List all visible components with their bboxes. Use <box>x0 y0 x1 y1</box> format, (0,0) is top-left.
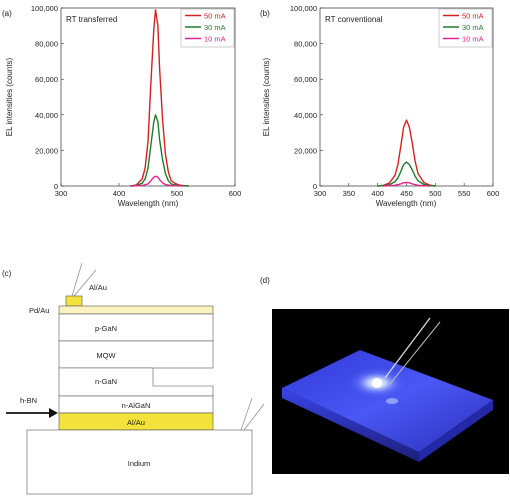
label-n-gan: n-GaN <box>95 377 117 386</box>
chart-b-xtick-label: 350 <box>343 189 356 198</box>
chart-a-xtick-label: 300 <box>55 189 68 198</box>
substrate-indium <box>26 429 253 495</box>
chart-b-ylabel: EL intensities (counts) <box>262 57 271 136</box>
chart-a-ytick-label: 20,000 <box>35 146 58 155</box>
chart-a-ytick-label: 100,000 <box>31 4 58 13</box>
label-al-au-top: Al/Au <box>89 283 107 292</box>
probe-needle-bottom-a <box>240 397 253 431</box>
emission-spot <box>372 378 382 388</box>
chart-b-legend-entry: 10 mA <box>462 35 484 44</box>
chart-b-xtick-label: 450 <box>400 189 413 198</box>
chart-b-xtick-label: 400 <box>371 189 384 198</box>
chart-a-legend-entry: 50 mA <box>204 12 226 21</box>
chart-a-xtick-label: 500 <box>171 189 184 198</box>
chart-a-xtick-label: 400 <box>113 189 126 198</box>
photo-probe-needle-a <box>384 317 431 379</box>
label-n-algan: n-AlGaN <box>122 401 151 410</box>
glowing-substrate-side-right <box>419 400 493 462</box>
chart-b-ytick-label: 0 <box>313 182 317 191</box>
probe-needle-top-b <box>73 269 97 297</box>
panel-label-b: (b) <box>260 9 270 18</box>
panel-label-c: (c) <box>2 269 12 278</box>
top-contact-al-au <box>65 295 83 307</box>
chart-a-legend-entry: 30 mA <box>204 23 226 32</box>
chart-a-series-10-ma <box>130 175 183 187</box>
chart-a-annotation: RT transferred <box>66 15 117 24</box>
chart-b-ytick-label: 100,000 <box>290 4 317 13</box>
chart-b-series-50-ma <box>377 119 436 187</box>
layer-pd-au <box>58 305 214 315</box>
chart-a-ytick-label: 0 <box>54 182 58 191</box>
chart-a-series-30-ma <box>130 114 189 187</box>
chart-b-legend-entry: 50 mA <box>462 12 484 21</box>
chart-b-xtick-label: 500 <box>429 189 442 198</box>
glowing-substrate-side <box>282 388 419 462</box>
chart-b-series-10-ma <box>383 181 430 187</box>
chart-a: RT transferred Wavelength (nm) EL intens… <box>5 4 241 208</box>
chart-b-xlabel: Wavelength (nm) <box>376 199 437 208</box>
probe-needle-bottom-b <box>243 403 265 431</box>
layer-mqw <box>58 340 214 369</box>
chart-b-ytick-label: 40,000 <box>294 111 317 120</box>
probe-needle-top-a <box>71 262 83 297</box>
reflection-spot <box>386 398 398 404</box>
chart-a-ylabel: EL intensities (counts) <box>5 57 14 136</box>
label-al-au-bottom: Al/Au <box>127 418 145 427</box>
chart-b-series-30-ma <box>377 161 436 187</box>
chart-a-ytick-label: 60,000 <box>35 75 58 84</box>
chart-b-ytick-label: 80,000 <box>294 40 317 49</box>
label-mqw: MQW <box>96 351 116 360</box>
chart-a-ytick-label: 40,000 <box>35 111 58 120</box>
label-p-gan: p-GaN <box>95 324 117 333</box>
layer-n-gan <box>58 367 214 397</box>
layer-p-gan <box>58 313 214 342</box>
chart-b: RT conventional Wavelength (nm) EL inten… <box>262 4 499 208</box>
chart-a-xlabel: Wavelength (nm) <box>118 199 179 208</box>
panel-label-d: (d) <box>260 276 270 285</box>
chart-a-ytick-label: 80,000 <box>35 40 58 49</box>
chart-b-xtick-label: 600 <box>487 189 500 198</box>
chart-a-legend-entry: 10 mA <box>204 35 226 44</box>
chart-b-legend: 50 mA 30 mA 10 mA <box>438 8 493 48</box>
chart-b-ytick-label: 20,000 <box>294 146 317 155</box>
panel-label-a: (a) <box>2 9 12 18</box>
chart-a-series-50-ma <box>130 9 189 187</box>
label-h-bn: h-BN <box>20 396 37 405</box>
h-bn-arrow-head <box>49 408 58 418</box>
photo-probe-needle-b <box>389 321 441 385</box>
chart-a-xtick-label: 600 <box>229 189 242 198</box>
device-photo: (d) <box>260 276 509 474</box>
device-layer-diagram: (c) Al/Au Pd/Au p-GaN MQW n-GaN n-AlGaN … <box>2 262 265 495</box>
chart-b-legend-entry: 30 mA <box>462 23 484 32</box>
chart-b-ytick-label: 60,000 <box>294 75 317 84</box>
chart-a-legend: 50 mA 30 mA 10 mA <box>180 8 235 48</box>
chart-b-annotation: RT conventional <box>325 15 383 24</box>
label-indium: Indium <box>128 459 151 468</box>
label-pd-au: Pd/Au <box>29 306 49 315</box>
chart-b-xtick-label: 550 <box>458 189 471 198</box>
chart-b-xtick-label: 300 <box>314 189 327 198</box>
